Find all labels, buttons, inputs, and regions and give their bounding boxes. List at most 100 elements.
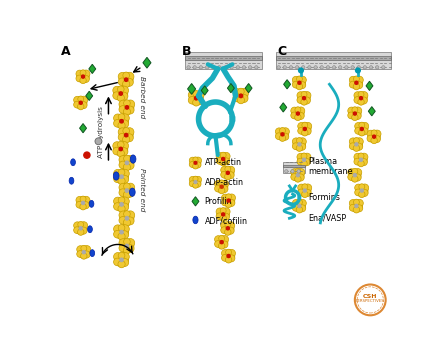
Circle shape xyxy=(304,128,311,135)
Circle shape xyxy=(298,81,301,84)
Circle shape xyxy=(118,233,125,240)
Circle shape xyxy=(228,199,235,206)
Polygon shape xyxy=(187,84,196,94)
Circle shape xyxy=(227,166,235,174)
Circle shape xyxy=(348,169,355,176)
Circle shape xyxy=(216,213,223,220)
Circle shape xyxy=(354,96,361,103)
Circle shape xyxy=(358,153,364,159)
Circle shape xyxy=(226,194,231,200)
Circle shape xyxy=(77,246,84,253)
Circle shape xyxy=(194,96,198,100)
Circle shape xyxy=(194,162,197,164)
Circle shape xyxy=(120,203,123,206)
Circle shape xyxy=(118,114,125,120)
Circle shape xyxy=(332,66,336,69)
Circle shape xyxy=(119,100,127,109)
Circle shape xyxy=(123,163,131,171)
Circle shape xyxy=(298,127,304,134)
Bar xyxy=(186,56,262,59)
Circle shape xyxy=(348,108,361,120)
Circle shape xyxy=(114,197,122,205)
Circle shape xyxy=(195,162,201,168)
Circle shape xyxy=(193,99,200,106)
Circle shape xyxy=(126,239,135,247)
Circle shape xyxy=(238,88,244,95)
Circle shape xyxy=(351,66,354,69)
Circle shape xyxy=(118,261,125,268)
Text: PERSPECTIVES: PERSPECTIVES xyxy=(356,299,385,303)
Circle shape xyxy=(223,152,230,160)
Circle shape xyxy=(297,158,304,165)
Circle shape xyxy=(125,134,128,137)
Circle shape xyxy=(356,76,363,84)
Circle shape xyxy=(227,222,235,229)
Circle shape xyxy=(124,183,130,190)
Circle shape xyxy=(356,205,363,212)
Circle shape xyxy=(121,175,128,183)
Circle shape xyxy=(76,201,83,208)
Circle shape xyxy=(234,89,248,103)
Circle shape xyxy=(126,106,134,114)
Circle shape xyxy=(353,199,359,205)
Circle shape xyxy=(354,174,361,181)
Circle shape xyxy=(354,112,361,120)
Circle shape xyxy=(298,122,305,130)
Circle shape xyxy=(298,189,304,196)
Circle shape xyxy=(120,100,134,114)
Circle shape xyxy=(189,157,196,164)
Circle shape xyxy=(120,92,128,100)
Circle shape xyxy=(120,142,128,150)
Circle shape xyxy=(123,247,131,254)
Circle shape xyxy=(275,133,282,140)
Circle shape xyxy=(121,203,128,211)
Circle shape xyxy=(223,194,235,207)
Circle shape xyxy=(220,152,226,158)
Circle shape xyxy=(126,211,135,219)
Circle shape xyxy=(301,130,308,136)
Circle shape xyxy=(291,112,297,119)
Circle shape xyxy=(219,235,224,241)
Circle shape xyxy=(120,175,123,178)
Polygon shape xyxy=(280,103,287,112)
Circle shape xyxy=(359,191,365,198)
Circle shape xyxy=(82,75,89,83)
Circle shape xyxy=(218,187,225,194)
Circle shape xyxy=(240,88,249,97)
Circle shape xyxy=(320,66,323,69)
Circle shape xyxy=(221,241,228,248)
Text: CSH: CSH xyxy=(363,294,378,299)
Circle shape xyxy=(120,156,134,170)
Circle shape xyxy=(298,184,305,192)
Polygon shape xyxy=(71,159,75,166)
Circle shape xyxy=(227,227,234,234)
Circle shape xyxy=(113,147,121,155)
Circle shape xyxy=(359,122,365,128)
Circle shape xyxy=(299,199,306,207)
Circle shape xyxy=(194,181,197,183)
Text: Ena/VASP: Ena/VASP xyxy=(309,214,347,223)
Circle shape xyxy=(228,255,235,262)
Circle shape xyxy=(221,166,228,174)
Circle shape xyxy=(216,236,228,248)
Polygon shape xyxy=(227,84,235,93)
Circle shape xyxy=(114,203,121,210)
Circle shape xyxy=(195,181,201,187)
Circle shape xyxy=(296,145,303,151)
Circle shape xyxy=(121,252,129,261)
Circle shape xyxy=(242,66,246,69)
Circle shape xyxy=(353,137,359,143)
Circle shape xyxy=(363,66,367,69)
Circle shape xyxy=(80,70,86,76)
Circle shape xyxy=(123,72,129,79)
Circle shape xyxy=(279,135,286,141)
Circle shape xyxy=(282,133,289,140)
Circle shape xyxy=(314,66,317,69)
Circle shape xyxy=(226,227,229,230)
Circle shape xyxy=(193,176,198,181)
Circle shape xyxy=(221,199,228,206)
Circle shape xyxy=(123,191,131,198)
Circle shape xyxy=(83,246,91,253)
Circle shape xyxy=(205,66,209,69)
Circle shape xyxy=(195,176,202,183)
